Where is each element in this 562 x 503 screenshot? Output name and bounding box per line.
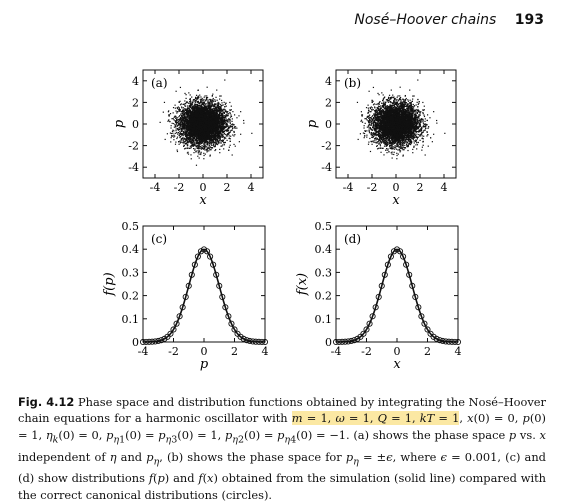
y-axis-label: f(p) [102,272,117,296]
y-axis-label: p [112,119,127,128]
x-tick-label: -4 [150,181,161,194]
y-tick-label: 0.4 [122,243,140,256]
panel-label: (b) [344,76,361,90]
caption-text: Phase space and distribution functions o… [18,395,546,502]
x-axis-label: x [392,193,400,208]
panel-label: (a) [151,76,168,90]
y-tick-label: -4 [321,161,332,174]
x-tick-label: 4 [455,345,462,358]
y-axis-label: f(x) [295,273,310,296]
y-tick-label: 0.3 [122,266,140,279]
y-tick-label: 0 [132,336,139,349]
y-tick-label: 4 [132,75,139,88]
series-line-simulation [336,249,458,342]
y-tick-label: 0.1 [122,313,140,326]
y-tick-label: -2 [128,140,139,153]
x-tick-label: -2 [361,345,372,358]
x-tick-label: -2 [174,181,185,194]
x-tick-label: 2 [224,181,231,194]
series-line-simulation [143,249,265,342]
x-axis-label: p [200,357,209,372]
y-tick-label: 0.4 [315,243,333,256]
y-tick-label: -4 [128,161,139,174]
y-tick-label: 0 [325,336,332,349]
x-tick-label: -4 [138,345,149,358]
y-tick-label: 0 [132,118,139,131]
scatter-points [357,79,446,159]
x-tick-label: 2 [424,345,431,358]
x-tick-label: 2 [417,181,424,194]
panel-label: (d) [344,232,361,246]
x-axis-label: x [393,357,401,372]
y-tick-label: 0 [325,118,332,131]
x-tick-label: 4 [262,345,269,358]
y-tick-label: 2 [132,96,139,109]
y-tick-label: 4 [325,75,332,88]
x-tick-label: -2 [168,345,179,358]
y-tick-label: 2 [325,96,332,109]
y-tick-label: 0.5 [122,220,140,233]
x-tick-label: -2 [367,181,378,194]
x-tick-label: 4 [248,181,255,194]
x-tick-label: -4 [331,345,342,358]
y-tick-label: -2 [321,140,332,153]
x-tick-label: -4 [343,181,354,194]
y-tick-label: 0.2 [122,290,140,303]
x-tick-label: 2 [231,345,238,358]
y-tick-label: 0.5 [315,220,333,233]
figure-caption: Fig. 4.12 Phase space and distribution f… [18,394,546,503]
y-axis-label: p [305,119,320,128]
scatter-points [160,79,253,165]
x-tick-label: 4 [441,181,448,194]
figure-4-12: -4 -2 0 2 4 -4 -2 0 2 4 x p (a) -4 -2 0 2 4 -4 -2 0 2 4 x p (b) -4… [0,0,562,390]
y-tick-label: 0.2 [315,290,333,303]
x-axis-label: x [199,193,207,208]
y-tick-label: 0.1 [315,313,333,326]
panel-label: (c) [151,232,167,246]
y-tick-label: 0.3 [315,266,333,279]
caption-label: Fig. 4.12 [18,395,74,409]
